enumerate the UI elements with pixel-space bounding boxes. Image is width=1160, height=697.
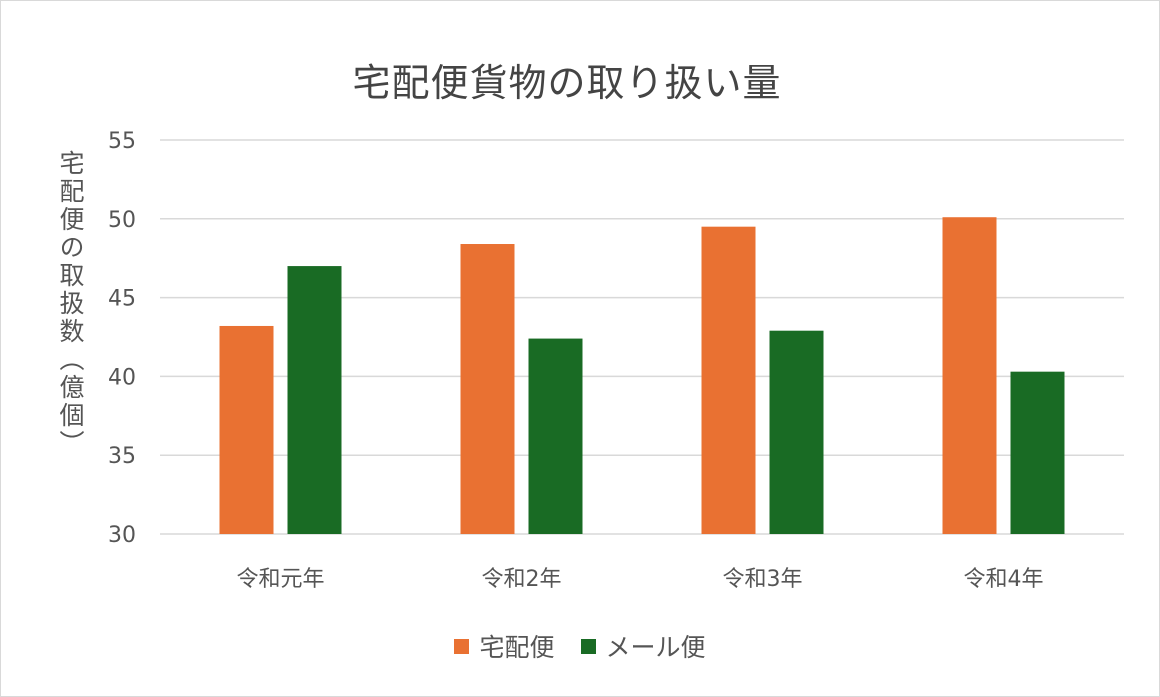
y-tick-label: 45 (108, 287, 136, 312)
bar-1-0 (287, 266, 342, 534)
bar-0-1 (460, 244, 515, 535)
legend-swatch-series-1 (580, 638, 596, 654)
x-tick-label: 令和元年 (236, 567, 324, 592)
bar-0-3 (942, 217, 997, 534)
legend: 宅配便 メール便 (0, 628, 1160, 664)
legend-item-series-0: 宅配便 (454, 628, 555, 664)
bar-0-2 (701, 226, 756, 534)
bar-1-2 (769, 330, 824, 534)
bar-1-1 (528, 338, 583, 534)
bar-1-3 (1010, 371, 1065, 534)
legend-swatch-series-0 (454, 638, 470, 654)
legend-item-series-1: メール便 (580, 628, 706, 664)
chart-title: 宅配便貨物の取り扱い量 (352, 61, 782, 105)
x-tick-label: 令和4年 (964, 567, 1044, 592)
y-tick-label: 55 (108, 129, 136, 154)
y-tick-label: 40 (108, 365, 136, 390)
y-tick-label: 50 (108, 208, 136, 233)
legend-label-series-1: メール便 (605, 633, 706, 662)
x-tick-label: 令和3年 (723, 567, 803, 592)
y-tick-label: 35 (108, 444, 136, 469)
y-axis-label: 宅配便の取扱数（億個） (56, 150, 85, 458)
y-tick-label: 30 (108, 523, 136, 548)
bar-0-0 (219, 325, 274, 534)
x-tick-label: 令和2年 (482, 567, 562, 592)
legend-label-series-0: 宅配便 (479, 633, 555, 662)
